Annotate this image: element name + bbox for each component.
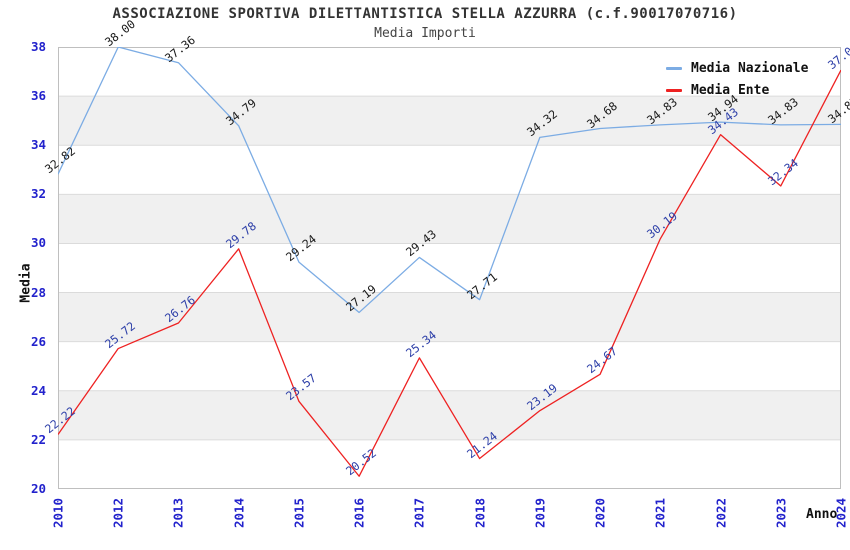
y-tick-label: 24 — [30, 382, 46, 398]
plot-band — [58, 390, 841, 440]
media-nazionale-line-swatch-icon — [666, 67, 682, 70]
legend-label-media-ente: Media Ente — [691, 83, 770, 98]
plot-area — [58, 47, 841, 489]
series-line-media-nazionale — [58, 47, 841, 314]
x-tick-label: 2021 — [652, 497, 668, 529]
legend-item-media-ente: Media Ente — [666, 83, 808, 98]
y-tick-label: 26 — [30, 333, 46, 349]
x-tick-label: 2015 — [291, 497, 307, 529]
x-tick-label: 2018 — [472, 497, 488, 529]
x-tick-label: 2016 — [351, 497, 367, 529]
chart-canvas — [58, 47, 841, 489]
chart-subtitle: Media Importi — [374, 26, 476, 41]
plot-border — [58, 47, 841, 489]
y-tick-label: 22 — [30, 431, 46, 447]
y-tick-label: 30 — [30, 235, 46, 251]
x-tick-label: 2010 — [50, 497, 66, 529]
x-axis-title: Anno — [806, 507, 838, 522]
plot-band — [58, 292, 841, 342]
y-tick-label: 32 — [30, 186, 46, 202]
legend-label-media-nazionale: Media Nazionale — [691, 61, 809, 76]
series-line-media-ente — [58, 69, 841, 477]
chart-title: ASSOCIAZIONE SPORTIVA DILETTANTISTICA ST… — [112, 6, 738, 22]
y-tick-label: 38 — [30, 39, 46, 54]
x-tick-label: 2017 — [411, 497, 427, 529]
y-tick-label: 20 — [30, 481, 46, 496]
x-tick-label: 2014 — [231, 497, 247, 529]
x-tick-label: 2019 — [532, 497, 548, 529]
legend-item-media-nazionale: Media Nazionale — [666, 61, 808, 76]
plot-band — [58, 96, 841, 146]
x-tick-label: 2020 — [592, 497, 608, 529]
y-tick-label: 36 — [30, 88, 46, 104]
y-tick-label: 34 — [30, 137, 46, 153]
x-tick-label: 2013 — [170, 497, 186, 529]
y-tick-label: 28 — [30, 284, 46, 300]
x-tick-label: 2023 — [773, 497, 789, 529]
plot-band — [58, 194, 841, 244]
x-tick-label: 2022 — [713, 497, 729, 529]
x-tick-label: 2012 — [110, 497, 126, 529]
chart-legend: Media Nazionale Media Ente — [666, 61, 808, 98]
media-ente-line-swatch-icon — [666, 89, 682, 92]
